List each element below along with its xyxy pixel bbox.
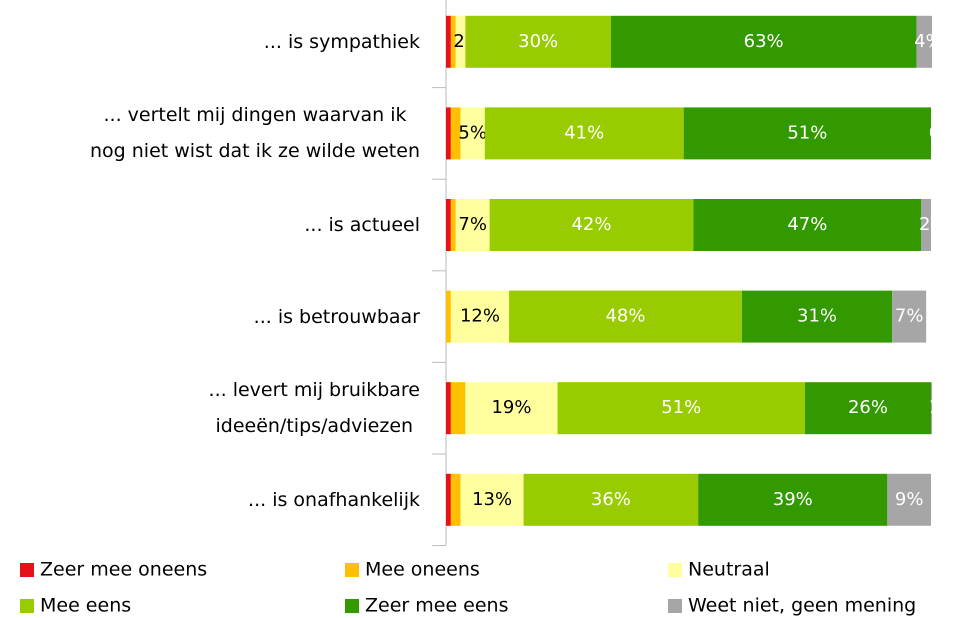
data-label: 30% [518, 31, 558, 52]
bar-segment [450, 473, 461, 526]
bar-segment [455, 15, 466, 68]
bar-segment [465, 382, 558, 435]
bar-segment [693, 199, 922, 251]
data-label: 4% [914, 31, 943, 52]
bar-segment [446, 199, 451, 251]
data-label: 5% [458, 122, 487, 143]
legend-label: Zeer mee eens [365, 595, 509, 617]
bar-segment [446, 473, 451, 526]
legend-swatch [20, 563, 34, 577]
data-label: 47% [787, 214, 827, 235]
bar-segment [450, 107, 461, 160]
bar-segment [484, 107, 684, 160]
data-label: 39% [773, 489, 813, 510]
category-text: ... is sympathiek [263, 30, 420, 53]
data-label: 12% [460, 306, 500, 327]
category-text: ... levert mij bruikbare ideeën/tips/adv… [208, 379, 420, 438]
legend-label: Neutraal [688, 559, 770, 581]
data-label: 41% [564, 122, 604, 143]
data-label: 0% [929, 122, 958, 143]
legend-label: Zeer mee oneens [40, 559, 207, 581]
category-label: ... levert mij bruikbare ideeën/tips/adv… [0, 372, 420, 444]
legend-swatch [20, 599, 34, 613]
data-label: 51% [787, 122, 827, 143]
data-label: 63% [744, 31, 784, 52]
bar-segment [460, 473, 524, 526]
bar-segment [450, 290, 510, 343]
data-label: 9% [895, 489, 924, 510]
legend-swatch [668, 599, 682, 613]
bar-segment [931, 382, 932, 435]
data-label: 26% [848, 397, 888, 418]
bar-segment [916, 15, 932, 68]
category-label: ... is actueel [0, 207, 420, 243]
legend-swatch [668, 563, 682, 577]
bar-segment [610, 15, 917, 68]
bar-segment [489, 199, 694, 251]
bar-segment [804, 382, 931, 435]
bars: 2%30%63%4%5%41%51%0%7%42%47%2%12%48%31%7… [446, 15, 958, 526]
bar-segment [465, 15, 611, 68]
data-label: 7% [895, 306, 924, 327]
data-label: 19% [491, 397, 531, 418]
data-label: 42% [571, 214, 611, 235]
bar-segment [455, 199, 490, 251]
category-label: ... is sympathiek [0, 24, 420, 60]
data-label: 13% [472, 489, 512, 510]
bar-segment [446, 382, 451, 435]
bar-segment [446, 107, 451, 160]
data-label: 31% [797, 306, 837, 327]
category-text: ... vertelt mij dingen waarvan ik nog ni… [90, 104, 420, 163]
bar-segment [683, 107, 931, 160]
bar-segment [887, 473, 931, 526]
bar-segment [446, 15, 451, 68]
category-text: ... is onafhankelijk [248, 488, 420, 511]
bar-segment [460, 107, 485, 160]
bar-segment [450, 199, 456, 251]
bar-segment [450, 382, 466, 435]
bar-segment [523, 473, 699, 526]
bar-segment [892, 290, 927, 343]
data-label: 51% [661, 397, 701, 418]
bar-segment [741, 290, 893, 343]
bar-segment [509, 290, 742, 343]
data-label: 2% [919, 214, 948, 235]
legend-swatch [345, 599, 359, 613]
legend-label: Mee oneens [365, 559, 480, 581]
data-label: 7% [458, 214, 487, 235]
bar-segment [698, 473, 888, 526]
bar-segment [921, 199, 931, 251]
category-label: ... is betrouwbaar [0, 299, 420, 335]
data-label: 36% [591, 489, 631, 510]
category-text: ... is betrouwbaar [253, 305, 420, 328]
legend-label: Weet niet, geen mening [688, 595, 916, 617]
legend-swatch [345, 563, 359, 577]
bar-segment [450, 15, 456, 68]
data-label: 48% [605, 306, 645, 327]
bar-segment [557, 382, 805, 435]
category-label: ... is onafhankelijk [0, 482, 420, 518]
category-label: ... vertelt mij dingen waarvan ik nog ni… [0, 97, 420, 169]
category-text: ... is actueel [304, 214, 420, 236]
data-label: 1% [929, 397, 958, 418]
legend-label: Mee eens [40, 595, 131, 617]
bar-segment [446, 290, 451, 343]
